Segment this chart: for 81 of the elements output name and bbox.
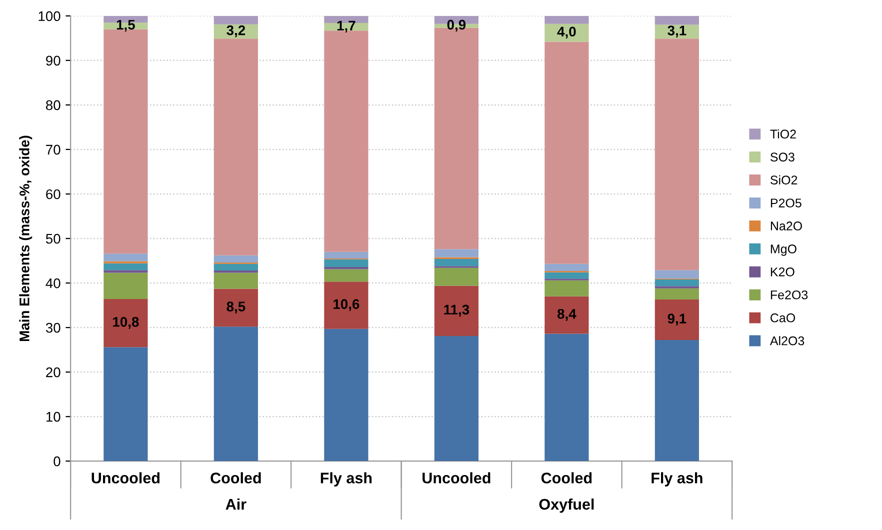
bar — [104, 272, 148, 300]
bar — [324, 30, 368, 252]
bar — [324, 269, 368, 282]
bar — [654, 38, 699, 270]
bar — [544, 280, 589, 296]
bar — [214, 16, 258, 24]
y-tick-label: 10 — [46, 412, 60, 422]
data-label: 8,4 — [557, 308, 576, 321]
bar — [214, 288, 258, 327]
legend-label: CaO — [770, 313, 796, 322]
y-axis-title: Main Elements (mass-%, oxide) — [19, 136, 32, 341]
bar — [544, 42, 589, 264]
bar — [544, 334, 589, 462]
x-tick-label: Cooled — [210, 472, 261, 484]
bar — [214, 264, 258, 271]
y-tick-label: 90 — [46, 56, 60, 66]
bar — [434, 258, 478, 266]
bar — [544, 296, 589, 334]
data-label: 11,3 — [444, 304, 470, 317]
legend-label: MgO — [770, 244, 796, 256]
data-label: 4,0 — [557, 26, 576, 39]
x-tick-label: Fly ash — [652, 472, 702, 486]
bar — [434, 336, 478, 462]
legend-label: Al2O3 — [770, 336, 804, 346]
bar — [434, 249, 478, 258]
data-label: 1,7 — [337, 20, 356, 33]
bar — [324, 266, 368, 270]
bar — [324, 259, 368, 267]
bar — [654, 288, 699, 300]
data-label: 3,1 — [668, 26, 686, 38]
bar — [654, 270, 699, 279]
data-label: 0,9 — [447, 20, 466, 32]
text: Oxyfuel — [539, 498, 594, 513]
bar — [214, 255, 258, 263]
x-tick-label: Uncooled — [92, 472, 160, 484]
legend-label: K2O — [770, 267, 794, 276]
y-tick-label: 20 — [46, 367, 60, 378]
bar — [544, 264, 589, 271]
text: Air — [226, 498, 246, 510]
legend-label: Na2O — [770, 222, 802, 230]
legend-label: SO3 — [770, 152, 794, 162]
data-label: 10,6 — [334, 299, 360, 312]
data-label: 3,2 — [226, 25, 246, 38]
bar — [324, 252, 368, 259]
y-tick-label: 40 — [46, 278, 60, 288]
y-tick-label: 30 — [46, 322, 60, 333]
legend-label: SiO2 — [770, 175, 798, 184]
bar — [214, 272, 258, 289]
y-tick-label: 50 — [46, 234, 60, 244]
legend-label: TiO2 — [770, 129, 796, 139]
legend-label: P2O5 — [770, 198, 802, 208]
bar — [544, 272, 589, 279]
bar — [654, 340, 699, 462]
bar — [214, 38, 258, 256]
data-label: 9,1 — [668, 314, 686, 326]
x-tick-label: Uncooled — [422, 472, 490, 484]
y-tick-label: 70 — [46, 144, 60, 155]
data-label: 8,5 — [226, 302, 246, 314]
bar — [434, 286, 478, 336]
bar — [214, 326, 258, 462]
y-tick-label: 60 — [46, 189, 60, 200]
bar — [104, 263, 148, 270]
bar — [324, 328, 368, 462]
y-tick-label: 80 — [46, 100, 60, 110]
bar — [654, 299, 699, 340]
bar — [104, 347, 148, 462]
y-tick-label: 100 — [38, 11, 60, 22]
bar — [104, 254, 148, 262]
bar — [104, 270, 148, 273]
legend-label: Fe2O3 — [770, 290, 808, 300]
bar — [654, 16, 699, 25]
y-tick-label: 0 — [54, 456, 60, 466]
bar — [104, 299, 148, 348]
data-label: 10,8 — [113, 316, 139, 329]
bar — [654, 279, 699, 286]
bar — [324, 282, 368, 329]
x-tick-label: Cooled — [541, 472, 592, 484]
x-tick-label: Fly ash — [320, 472, 372, 486]
data-label: 1,5 — [116, 20, 135, 32]
bar — [544, 16, 589, 24]
bar — [434, 268, 478, 286]
